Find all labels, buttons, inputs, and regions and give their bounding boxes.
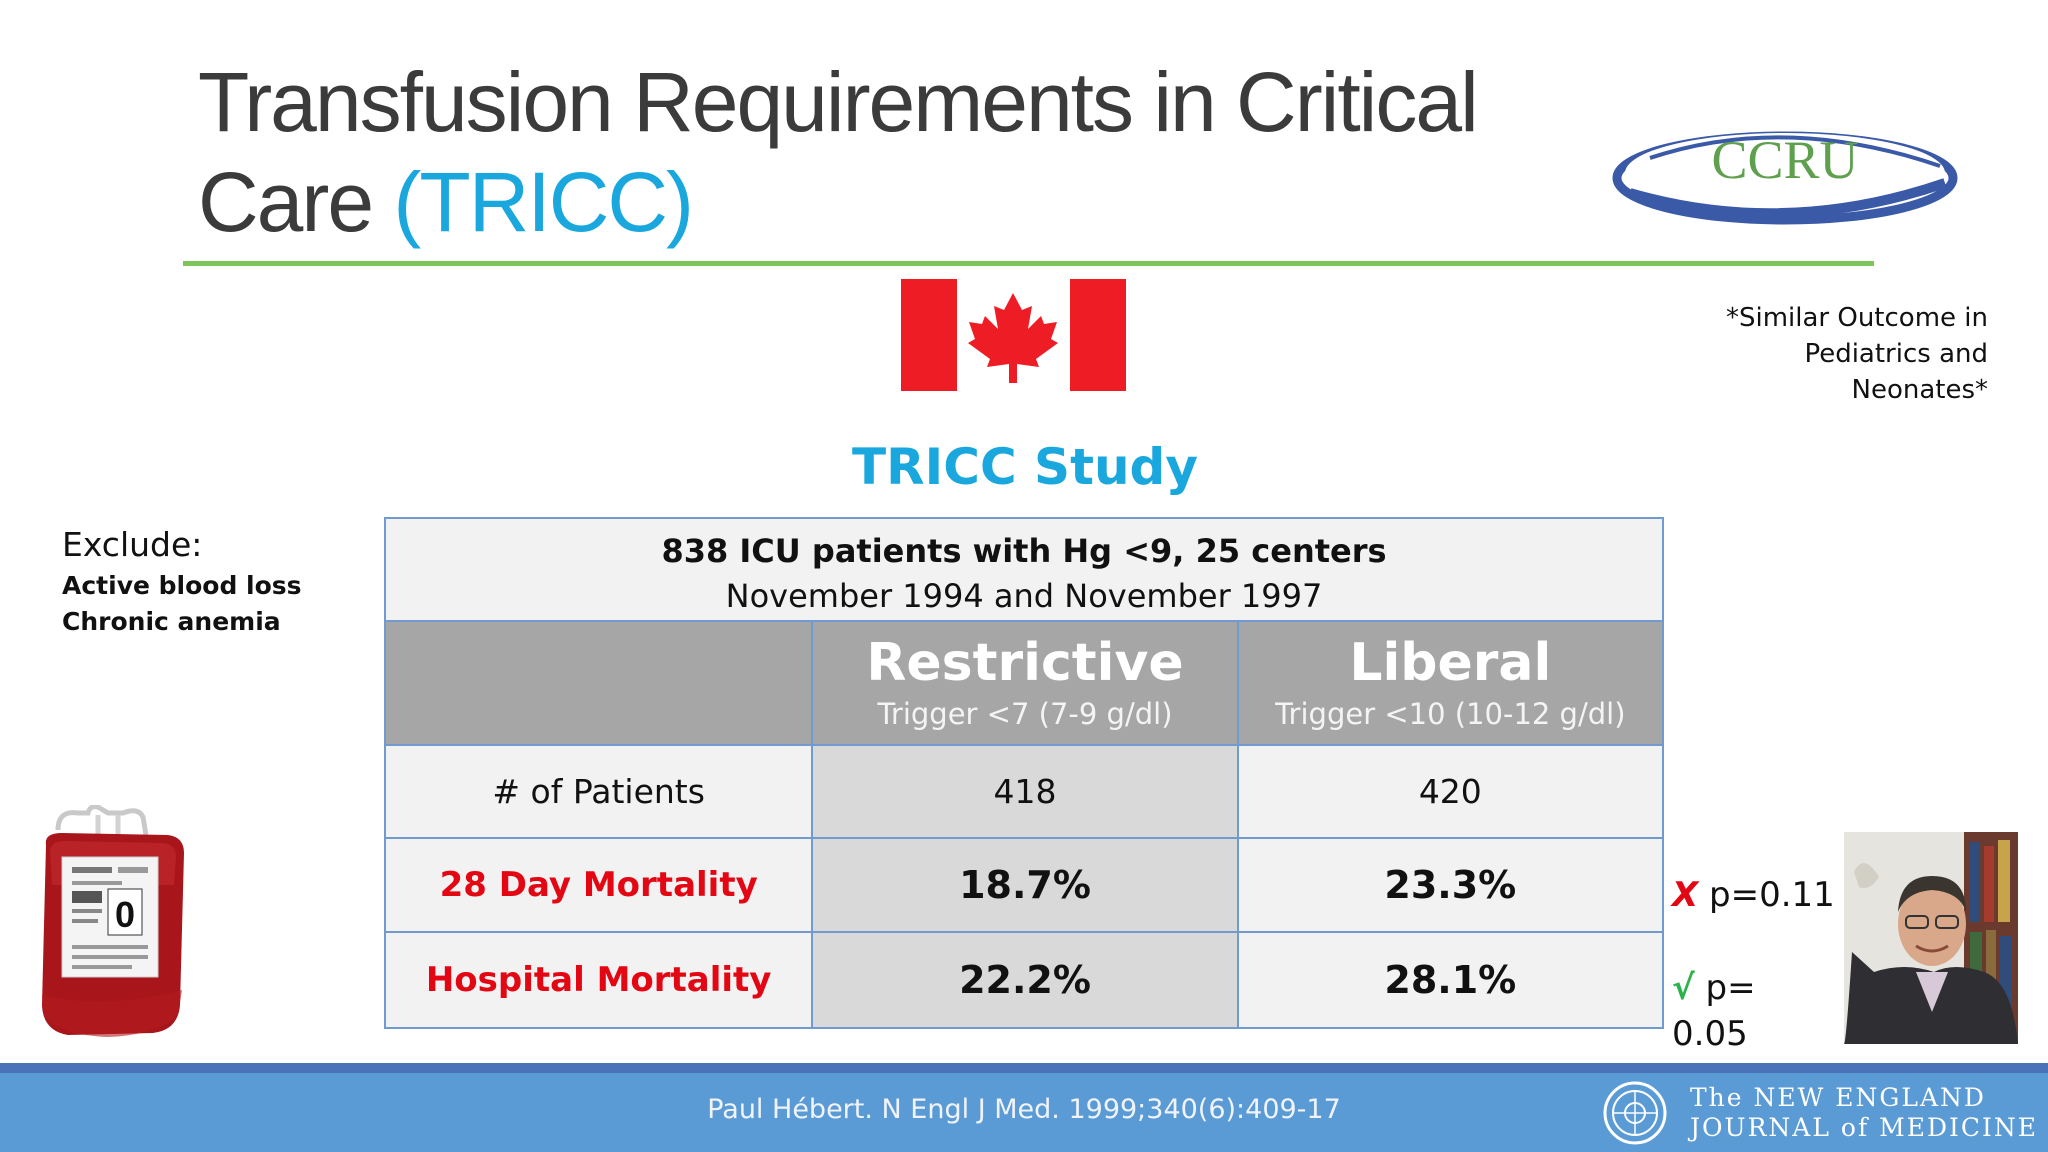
liberal-trigger: Trigger <10 (10-12 g/dl) [1275, 697, 1626, 731]
table-header-period: November 1994 and November 1997 [725, 577, 1323, 615]
table-column-headers: Restrictive Trigger <7 (7-9 g/dl) Libera… [386, 622, 1662, 746]
title-line-2-text: Care [198, 155, 394, 249]
row-label: # of Patients [492, 772, 705, 811]
slide-title: Transfusion Requirements in Critical Car… [198, 52, 1578, 252]
table-row: 28 Day Mortality 18.7% 23.3% [386, 839, 1662, 933]
table-row: Hospital Mortality 22.2% 28.1% [386, 933, 1662, 1027]
title-divider [183, 261, 1874, 266]
empty-header-cell [386, 622, 811, 744]
note-line-1: *Similar Outcome in [1725, 303, 1988, 333]
restrictive-value: 418 [811, 746, 1237, 837]
svg-text:0: 0 [115, 894, 135, 935]
table-header: 838 ICU patients with Hg <9, 25 centers … [386, 519, 1662, 622]
tricc-results-table: 838 ICU patients with Hg <9, 25 centers … [384, 517, 1664, 1029]
nejm-line-1: The NEW ENGLAND [1690, 1083, 1986, 1112]
liberal-value: 420 [1236, 746, 1662, 837]
author-photo [1844, 832, 2018, 1044]
exclude-item: Chronic anemia [62, 607, 281, 636]
nejm-logo-text: The NEW ENGLAND JOURNAL of MEDICINE [1690, 1083, 2038, 1143]
note-line-2: Pediatrics and [1804, 339, 1988, 369]
table-header-population: 838 ICU patients with Hg <9, 25 centers [661, 532, 1387, 570]
similar-outcome-note: *Similar Outcome in Pediatrics and Neona… [1688, 300, 1988, 408]
nejm-line-2: JOURNAL of MEDICINE [1690, 1113, 2039, 1142]
footer-bar [0, 1063, 2048, 1152]
p-value-28-day: X p=0.11 [1672, 873, 1835, 917]
restrictive-trigger: Trigger <7 (7-9 g/dl) [877, 697, 1173, 731]
study-title: TRICC Study [852, 438, 1198, 496]
exclusion-criteria: Exclude: Active blood loss Chronic anemi… [62, 522, 382, 640]
ccru-logo: CCRU [1612, 130, 1958, 225]
restrictive-header: Restrictive Trigger <7 (7-9 g/dl) [811, 622, 1236, 744]
citation: Paul Hébert. N Engl J Med. 1999;340(6):4… [707, 1094, 1341, 1125]
table-row: # of Patients 418 420 [386, 746, 1662, 839]
liberal-header: Liberal Trigger <10 (10-12 g/dl) [1236, 622, 1662, 744]
p-value-text: p= 0.05 [1672, 968, 1756, 1054]
p-value-hospital: √ p= 0.05 [1672, 965, 1772, 1057]
nejm-seal-icon [1603, 1081, 1667, 1145]
title-line-2: Care (TRICC) [198, 152, 1578, 252]
title-line-1: Transfusion Requirements in Critical [198, 55, 1479, 149]
x-mark-icon: X [1672, 875, 1699, 915]
liberal-value: 23.3% [1236, 839, 1662, 931]
exclude-item: Active blood loss [62, 571, 302, 600]
title-accent: (TRICC) [393, 155, 694, 249]
liberal-value: 28.1% [1236, 933, 1662, 1027]
p-value-text: p=0.11 [1698, 875, 1835, 915]
row-label: Hospital Mortality [425, 960, 772, 1000]
note-line-3: Neonates* [1851, 375, 1989, 405]
liberal-label: Liberal [1349, 633, 1552, 693]
check-mark-icon: √ [1672, 968, 1695, 1008]
restrictive-label: Restrictive [866, 633, 1184, 693]
restrictive-value: 18.7% [811, 839, 1237, 931]
row-label: 28 Day Mortality [439, 865, 758, 905]
blood-bag-image: 0 [42, 805, 184, 1037]
restrictive-value: 22.2% [811, 933, 1237, 1027]
ccru-logo-text: CCRU [1711, 130, 1858, 190]
canada-flag-icon [901, 279, 1126, 391]
exclude-heading: Exclude: [62, 525, 203, 564]
